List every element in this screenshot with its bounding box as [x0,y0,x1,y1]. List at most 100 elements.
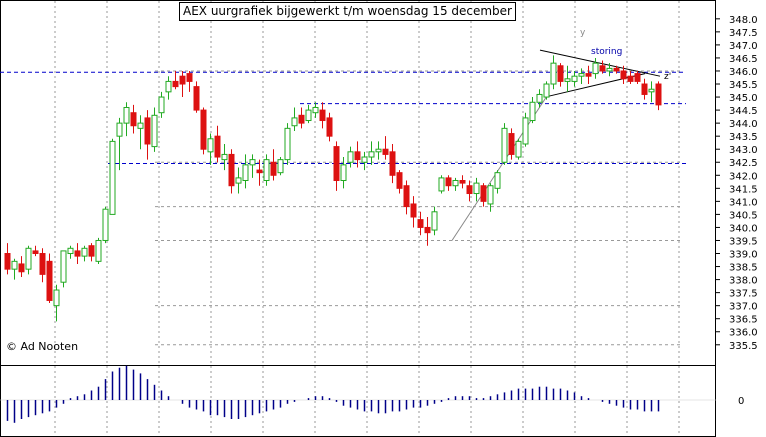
candle-body [137,122,144,129]
candle-body [578,73,585,77]
support-resistance-lines [0,71,686,165]
candle-body [585,73,592,77]
candle-body [242,164,249,182]
candle-body [375,148,382,153]
y-tick-label: 347.0 [729,41,758,52]
candle-body [116,122,123,137]
candle-body [627,75,634,82]
candle-body [165,80,172,93]
candle-body [298,114,305,124]
candle-body [193,86,200,111]
candle-body [4,253,11,270]
candle-body [256,169,263,174]
y-tick-label: 341.5 [729,184,758,195]
candle-body [592,62,599,75]
chart-title: AEX uurgrafiek bijgewerkt t/m woensdag 1… [179,2,516,21]
y-tick-label: 344.0 [729,119,758,130]
candle-body [249,159,256,166]
annotation-z: z' [664,72,671,82]
candle-body [417,219,424,228]
candle-body [88,245,95,257]
candle-body [529,101,536,122]
candle-body [207,138,214,153]
candle-body [130,112,137,127]
candle-body [620,70,627,80]
candle-body [319,109,326,122]
candle-body [291,117,298,127]
y-tick-label: 338.0 [729,276,758,287]
candle-body [508,133,515,155]
candle-body [543,83,550,98]
y-tick-label: 345.5 [729,80,758,91]
candle-body [361,156,368,163]
candle-body [641,83,648,95]
candle-body [53,289,60,307]
candle-body [340,164,347,182]
candle-body [277,159,284,174]
y-tick-label: 336.0 [729,328,758,339]
y-tick-label: 340.5 [729,210,758,221]
candle-body [501,127,508,163]
y-axis-ticks: 348.0 347.5 347.0 346.5 346.0 345.5 345.0 344.5… [716,15,758,352]
candle-body [158,96,165,114]
osc-tick-label: 0 [738,396,744,407]
candle-body [74,250,81,257]
y-tick-label: 343.5 [729,132,758,143]
candle-body [235,177,242,184]
candle-body [599,65,606,72]
candle-body [151,114,158,148]
candle-body [424,226,431,234]
y-tick-label: 342.5 [729,158,758,169]
candle-body [312,106,319,114]
oscillator-bars [0,365,716,423]
candle-body [557,65,564,82]
y-tick-label: 348.0 [729,15,758,26]
candle-body [396,172,403,189]
candle-body [305,109,312,122]
candle-body [18,263,25,273]
candle-body [564,78,571,82]
candle-body [634,73,641,82]
candle-body [172,80,179,88]
vertical-gridlines [54,1,680,436]
candle-body [326,117,333,137]
candle-body [228,153,235,187]
candle-body [81,247,88,257]
candle-body [102,208,109,241]
y-tick-label: 337.0 [729,302,758,313]
candle-body [438,177,445,192]
candle-body [186,73,193,82]
candle-body [221,153,228,161]
candle-body [347,151,354,163]
y-tick-label: 346.0 [729,67,758,78]
candle-body [445,177,452,187]
candle-body [25,247,32,270]
candle-body [354,151,361,161]
triangle-upper-line [539,49,661,77]
y-tick-label: 346.5 [729,54,758,65]
y-tick-label: 339.5 [729,236,758,247]
annotation-storing: storing [591,47,622,57]
candle-body [459,180,466,184]
y-tick-label: 342.0 [729,171,758,182]
candle-body [466,185,473,195]
candle-body [515,140,522,158]
candle-body [655,83,662,106]
y-tick-label: 343.0 [729,145,758,156]
candle-body [39,253,46,275]
y-tick-label: 341.0 [729,197,758,208]
candle-body [60,250,67,283]
y-tick-label: 338.5 [729,263,758,274]
candle-body [123,106,130,124]
candle-body [613,67,620,72]
candle-body [214,135,221,158]
y-tick-label: 345.0 [729,93,758,104]
candle-body [550,62,557,85]
candle-body [389,151,396,176]
y-tick-label: 344.5 [729,106,758,117]
candle-body [452,180,459,187]
candle-body [522,117,529,145]
copyright-label: © Ad Nooten [6,340,79,353]
y-tick-label: 339.0 [729,250,758,261]
candle-body [410,203,417,218]
